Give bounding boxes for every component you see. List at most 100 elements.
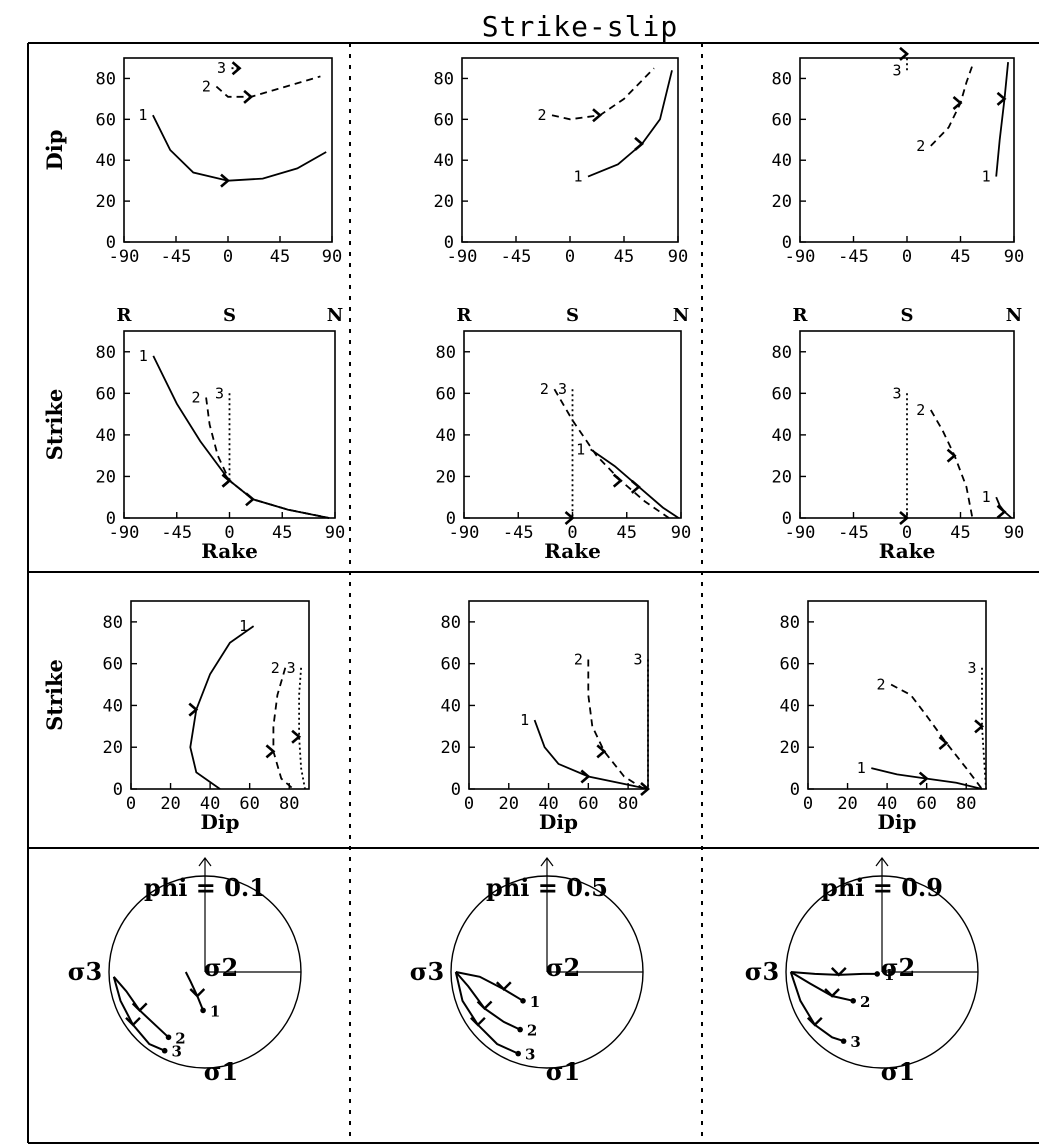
rake-marker-s: S bbox=[566, 305, 579, 326]
y-tick-label: 80 bbox=[96, 69, 116, 89]
x-tick-label: 90 bbox=[325, 523, 345, 543]
y-axis-label: Strike bbox=[42, 659, 67, 731]
stereonet-path-2 bbox=[790, 971, 854, 1002]
series-1-arrow bbox=[630, 479, 641, 494]
sigma2-label: σ2 bbox=[204, 953, 238, 982]
series-3-label: 3 bbox=[215, 384, 224, 402]
series-2-arrow bbox=[592, 108, 602, 123]
y-tick-label: 40 bbox=[772, 151, 792, 171]
y-tick-label: 0 bbox=[106, 509, 116, 529]
chart-panel-6: -90 -45 0 45 90 0 20 40 60 80 Rake R S N 1 23 bbox=[772, 305, 1025, 563]
y-tick-label: 20 bbox=[436, 467, 456, 487]
series-1-label: 1 bbox=[576, 440, 585, 458]
x-tick-label: 0 bbox=[803, 794, 813, 814]
y-tick-label: 80 bbox=[772, 69, 792, 89]
x-axis-label: Dip bbox=[201, 810, 240, 834]
series-1-label: 1 bbox=[138, 106, 147, 124]
y-tick-label: 60 bbox=[434, 110, 454, 130]
series-2-line bbox=[551, 67, 655, 121]
x-tick-label: 90 bbox=[668, 247, 688, 267]
x-tick-label: 45 bbox=[614, 247, 634, 267]
series-3-label: 3 bbox=[217, 59, 226, 77]
x-tick-label: 80 bbox=[618, 794, 638, 814]
series-3-label: 3 bbox=[558, 380, 567, 398]
series-3-label: 3 bbox=[633, 650, 642, 668]
x-tick-label: 60 bbox=[916, 794, 936, 814]
y-tick-label: 80 bbox=[441, 613, 461, 633]
stereonet-endpoint-3 bbox=[515, 1050, 521, 1057]
series-1-arrow bbox=[580, 769, 591, 784]
stereonet-path-label-2: 2 bbox=[860, 993, 870, 1011]
series-2-line bbox=[930, 61, 975, 147]
sigma1-label: σ1 bbox=[204, 1057, 238, 1086]
sigma2-label: σ2 bbox=[881, 953, 915, 982]
stereonet-path-label-1: 1 bbox=[530, 993, 540, 1011]
y-tick-label: 80 bbox=[780, 613, 800, 633]
series-3-arrow bbox=[564, 511, 575, 525]
series-3-line bbox=[298, 667, 306, 790]
stereonet-path-3 bbox=[112, 976, 166, 1052]
stereonet-path-1 bbox=[455, 971, 524, 1002]
x-tick-label: 40 bbox=[877, 794, 897, 814]
y-tick-label: 0 bbox=[451, 780, 461, 800]
stereonet-path-1 bbox=[790, 971, 878, 976]
sigma3-label: σ3 bbox=[410, 957, 444, 986]
series-1-label: 1 bbox=[982, 168, 991, 186]
north-arrow-icon bbox=[198, 857, 212, 867]
stereonet-endpoint-1 bbox=[520, 998, 526, 1004]
series-1-arrow bbox=[996, 504, 1007, 519]
y-tick-label: 0 bbox=[446, 509, 456, 529]
north-arrow-icon bbox=[875, 857, 889, 867]
y-axis-label: Strike bbox=[42, 389, 67, 461]
stereonet-arrow-2 bbox=[476, 1000, 493, 1011]
x-tick-label: -45 bbox=[501, 247, 532, 267]
stereonet-arrow-2 bbox=[131, 1002, 148, 1013]
series-2-label: 2 bbox=[192, 388, 201, 406]
series-3-label: 3 bbox=[892, 384, 901, 402]
x-tick-label: 45 bbox=[950, 523, 970, 543]
series-2-arrow bbox=[221, 473, 232, 488]
x-tick-label: 0 bbox=[464, 794, 474, 814]
y-tick-label: 40 bbox=[96, 426, 116, 446]
x-tick-label: 0 bbox=[223, 247, 233, 267]
series-1-label: 1 bbox=[239, 617, 248, 635]
y-tick-label: 80 bbox=[96, 343, 116, 363]
y-tick-label: 80 bbox=[772, 343, 792, 363]
sigma1-label: σ1 bbox=[546, 1057, 580, 1086]
stereonet-endpoint-2 bbox=[165, 1034, 172, 1041]
x-tick-label: 0 bbox=[224, 523, 234, 543]
stereonet-path-label-1: 1 bbox=[884, 966, 894, 984]
y-axis-label: Dip bbox=[42, 130, 67, 171]
y-tick-label: 40 bbox=[780, 696, 800, 716]
y-tick-label: 60 bbox=[96, 384, 116, 404]
series-1-line bbox=[152, 355, 330, 519]
series-2-label: 2 bbox=[202, 78, 211, 96]
stereonet-path-label-2: 2 bbox=[175, 1029, 185, 1047]
series-1-line bbox=[189, 625, 255, 790]
plot-frame bbox=[130, 600, 310, 790]
series-2-line bbox=[272, 667, 294, 790]
y-tick-label: 0 bbox=[113, 780, 123, 800]
series-2-line bbox=[553, 388, 670, 519]
x-tick-label: -45 bbox=[838, 247, 869, 267]
y-tick-label: 40 bbox=[96, 151, 116, 171]
x-tick-label: -90 bbox=[109, 247, 140, 267]
series-1-line bbox=[587, 70, 673, 178]
north-arrow-icon bbox=[540, 857, 554, 867]
chart-panel-9: 0 20 40 60 80 0 20 40 60 80 Dip 1 2 3 bbox=[780, 600, 987, 834]
x-tick-label: -45 bbox=[161, 523, 192, 543]
x-tick-label: 45 bbox=[272, 523, 292, 543]
x-axis-label: Dip bbox=[539, 810, 578, 834]
series-2-label: 2 bbox=[916, 137, 925, 155]
series-2-line bbox=[205, 397, 330, 519]
sigma3-label: σ3 bbox=[745, 957, 779, 986]
series-1-label: 1 bbox=[573, 168, 582, 186]
chart-panel-1: -90 -45 0 45 90 0 20 40 60 80 Dip 1 23 bbox=[42, 57, 342, 267]
series-1-line bbox=[995, 62, 1009, 177]
figure-title: Strike-slip bbox=[482, 10, 678, 43]
rake-marker-n: N bbox=[673, 305, 689, 326]
y-tick-label: 20 bbox=[96, 467, 116, 487]
series-2-label: 2 bbox=[540, 380, 549, 398]
